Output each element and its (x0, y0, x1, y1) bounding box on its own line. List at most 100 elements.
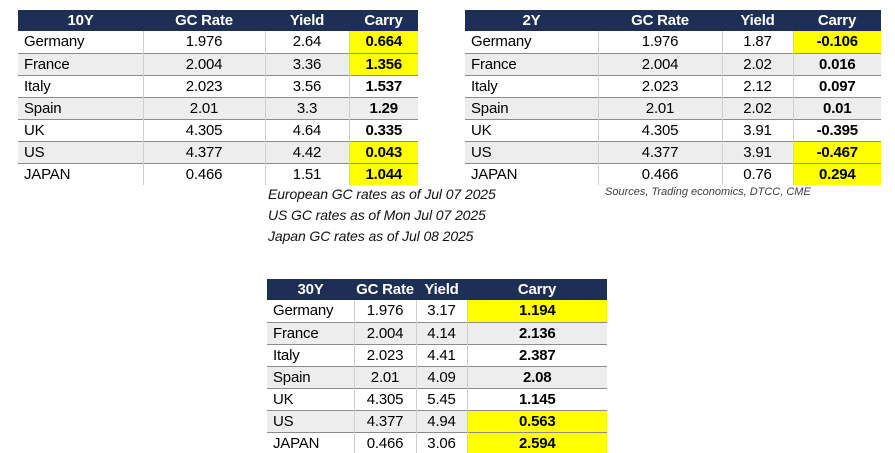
country-cell: US (465, 141, 599, 163)
carry-cell: 2.08 (467, 366, 607, 388)
gc-rate-cell: 2.01 (598, 97, 723, 119)
country-cell: Germany (18, 31, 144, 53)
carry-cell: 2.136 (467, 322, 607, 344)
table-10y: 10Y GC Rate Yield Carry Germany 1.976 2.… (18, 10, 418, 185)
table-row: UK 4.305 3.91 -0.395 (465, 119, 881, 141)
carry-cell: -0.395 (816, 121, 859, 139)
table-row: JAPAN 0.466 3.06 2.594 (267, 432, 607, 453)
carry-cell: 2.387 (518, 346, 556, 364)
table-row: France 2.004 2.02 0.016 (465, 53, 881, 75)
table-row: Italy 2.023 2.12 0.097 (465, 75, 881, 97)
carry-cell: -0.467 (793, 141, 881, 163)
table-row: Spain 2.01 4.09 2.08 (267, 366, 607, 388)
gc-rate-cell: 2.004 (354, 322, 417, 344)
table-row: Italy 2.023 3.56 1.537 (18, 75, 418, 97)
table-row: UK 4.305 5.45 1.145 (267, 388, 607, 410)
table-row: US 4.377 4.42 0.043 (18, 141, 418, 163)
gc-rate-cell: 2.023 (143, 75, 266, 97)
carry-cell: 1.044 (349, 163, 418, 185)
table-row: Spain 2.01 2.02 0.01 (465, 97, 881, 119)
country-cell: UK (18, 119, 144, 141)
table-row: US 4.377 4.94 0.563 (267, 410, 607, 432)
yield-cell: 3.91 (722, 119, 794, 141)
table-title-30y: 30Y (267, 279, 354, 300)
carry-cell: 0.294 (793, 163, 881, 185)
gc-rate-cell: 2.023 (354, 344, 417, 366)
yield-cell: 2.02 (722, 53, 794, 75)
note-japan-gc: Japan GC rates as of Jul 08 2025 (268, 228, 474, 244)
country-cell: France (267, 322, 355, 344)
country-cell: US (267, 410, 355, 432)
country-cell: US (18, 141, 144, 163)
gc-rate-cell: 2.004 (598, 53, 723, 75)
country-cell: JAPAN (465, 163, 599, 185)
carry-cell: 1.356 (349, 53, 418, 75)
carry-cell: 0.01 (793, 97, 881, 119)
table-header-row: 30Y GC Rate Yield Carry (267, 279, 607, 300)
table-row: Spain 2.01 3.3 1.29 (18, 97, 418, 119)
country-cell: Spain (18, 97, 144, 119)
gc-rate-cell: 4.305 (598, 119, 723, 141)
yield-cell: 4.42 (265, 141, 350, 163)
table-title-2y: 2Y (465, 10, 598, 31)
table-body-30y: Germany 1.976 3.17 1.194 France 2.004 4.… (267, 300, 607, 453)
country-cell: Germany (465, 31, 599, 53)
col-header-carry: Carry (349, 10, 418, 31)
table-row: Germany 1.976 2.64 0.664 (18, 31, 418, 53)
carry-cell: -0.106 (793, 31, 881, 53)
carry-cell: 1.537 (365, 77, 403, 95)
gc-rate-cell: 2.004 (143, 53, 266, 75)
yield-cell: 4.41 (416, 344, 468, 366)
table-row: France 2.004 3.36 1.356 (18, 53, 418, 75)
country-cell: UK (267, 388, 355, 410)
yield-cell: 3.56 (265, 75, 350, 97)
yield-cell: 3.3 (265, 97, 350, 119)
yield-cell: 3.91 (722, 141, 794, 163)
country-cell: Germany (267, 300, 355, 322)
table-row: Italy 2.023 4.41 2.387 (267, 344, 607, 366)
country-cell: Italy (267, 344, 355, 366)
col-header-carry: Carry (467, 279, 607, 300)
gc-rate-cell: 4.305 (354, 388, 417, 410)
country-cell: Spain (267, 366, 355, 388)
table-header-row: 2Y GC Rate Yield Carry (465, 10, 881, 31)
col-header-gc-rate: GC Rate (354, 279, 416, 300)
yield-cell: 3.06 (416, 432, 468, 453)
col-header-gc-rate: GC Rate (598, 10, 722, 31)
carry-cell: 0.097 (818, 77, 856, 95)
gc-rate-cell: 4.377 (598, 141, 723, 163)
yield-cell: 2.64 (265, 31, 350, 53)
country-cell: Italy (18, 75, 144, 97)
table-body-2y: Germany 1.976 1.87 -0.106 France 2.004 2… (465, 31, 881, 185)
sources-line: Sources, Trading economics, DTCC, CME (605, 186, 811, 198)
gc-rate-cell: 4.377 (143, 141, 266, 163)
yield-cell: 0.76 (722, 163, 794, 185)
col-header-carry: Carry (793, 10, 881, 31)
table-row: France 2.004 4.14 2.136 (267, 322, 607, 344)
table-body-10y: Germany 1.976 2.64 0.664 France 2.004 3.… (18, 31, 418, 185)
col-header-yield: Yield (265, 10, 349, 31)
col-header-yield: Yield (722, 10, 793, 31)
carry-cell: 0.563 (467, 410, 607, 432)
country-cell: JAPAN (267, 432, 355, 453)
table-header-row: 10Y GC Rate Yield Carry (18, 10, 418, 31)
gc-rate-cell: 1.976 (598, 31, 723, 53)
country-cell: UK (465, 119, 599, 141)
table-row: JAPAN 0.466 0.76 0.294 (465, 163, 881, 185)
col-header-yield: Yield (416, 279, 467, 300)
carry-cell: 0.664 (349, 31, 418, 53)
table-row: UK 4.305 4.64 0.335 (18, 119, 418, 141)
table-title-10y: 10Y (18, 10, 143, 31)
gc-rate-cell: 0.466 (143, 163, 266, 185)
col-header-gc-rate: GC Rate (143, 10, 265, 31)
carry-cell: 0.043 (349, 141, 418, 163)
country-cell: Spain (465, 97, 599, 119)
country-cell: France (465, 53, 599, 75)
yield-cell: 4.94 (416, 410, 468, 432)
carry-cell: 0.016 (793, 53, 881, 75)
table-row: Germany 1.976 3.17 1.194 (267, 300, 607, 322)
yield-cell: 3.17 (416, 300, 468, 322)
note-us-gc: US GC rates as of Mon Jul 07 2025 (268, 207, 486, 223)
rate-date-notes: European GC rates as of Jul 07 2025 US G… (268, 184, 496, 247)
